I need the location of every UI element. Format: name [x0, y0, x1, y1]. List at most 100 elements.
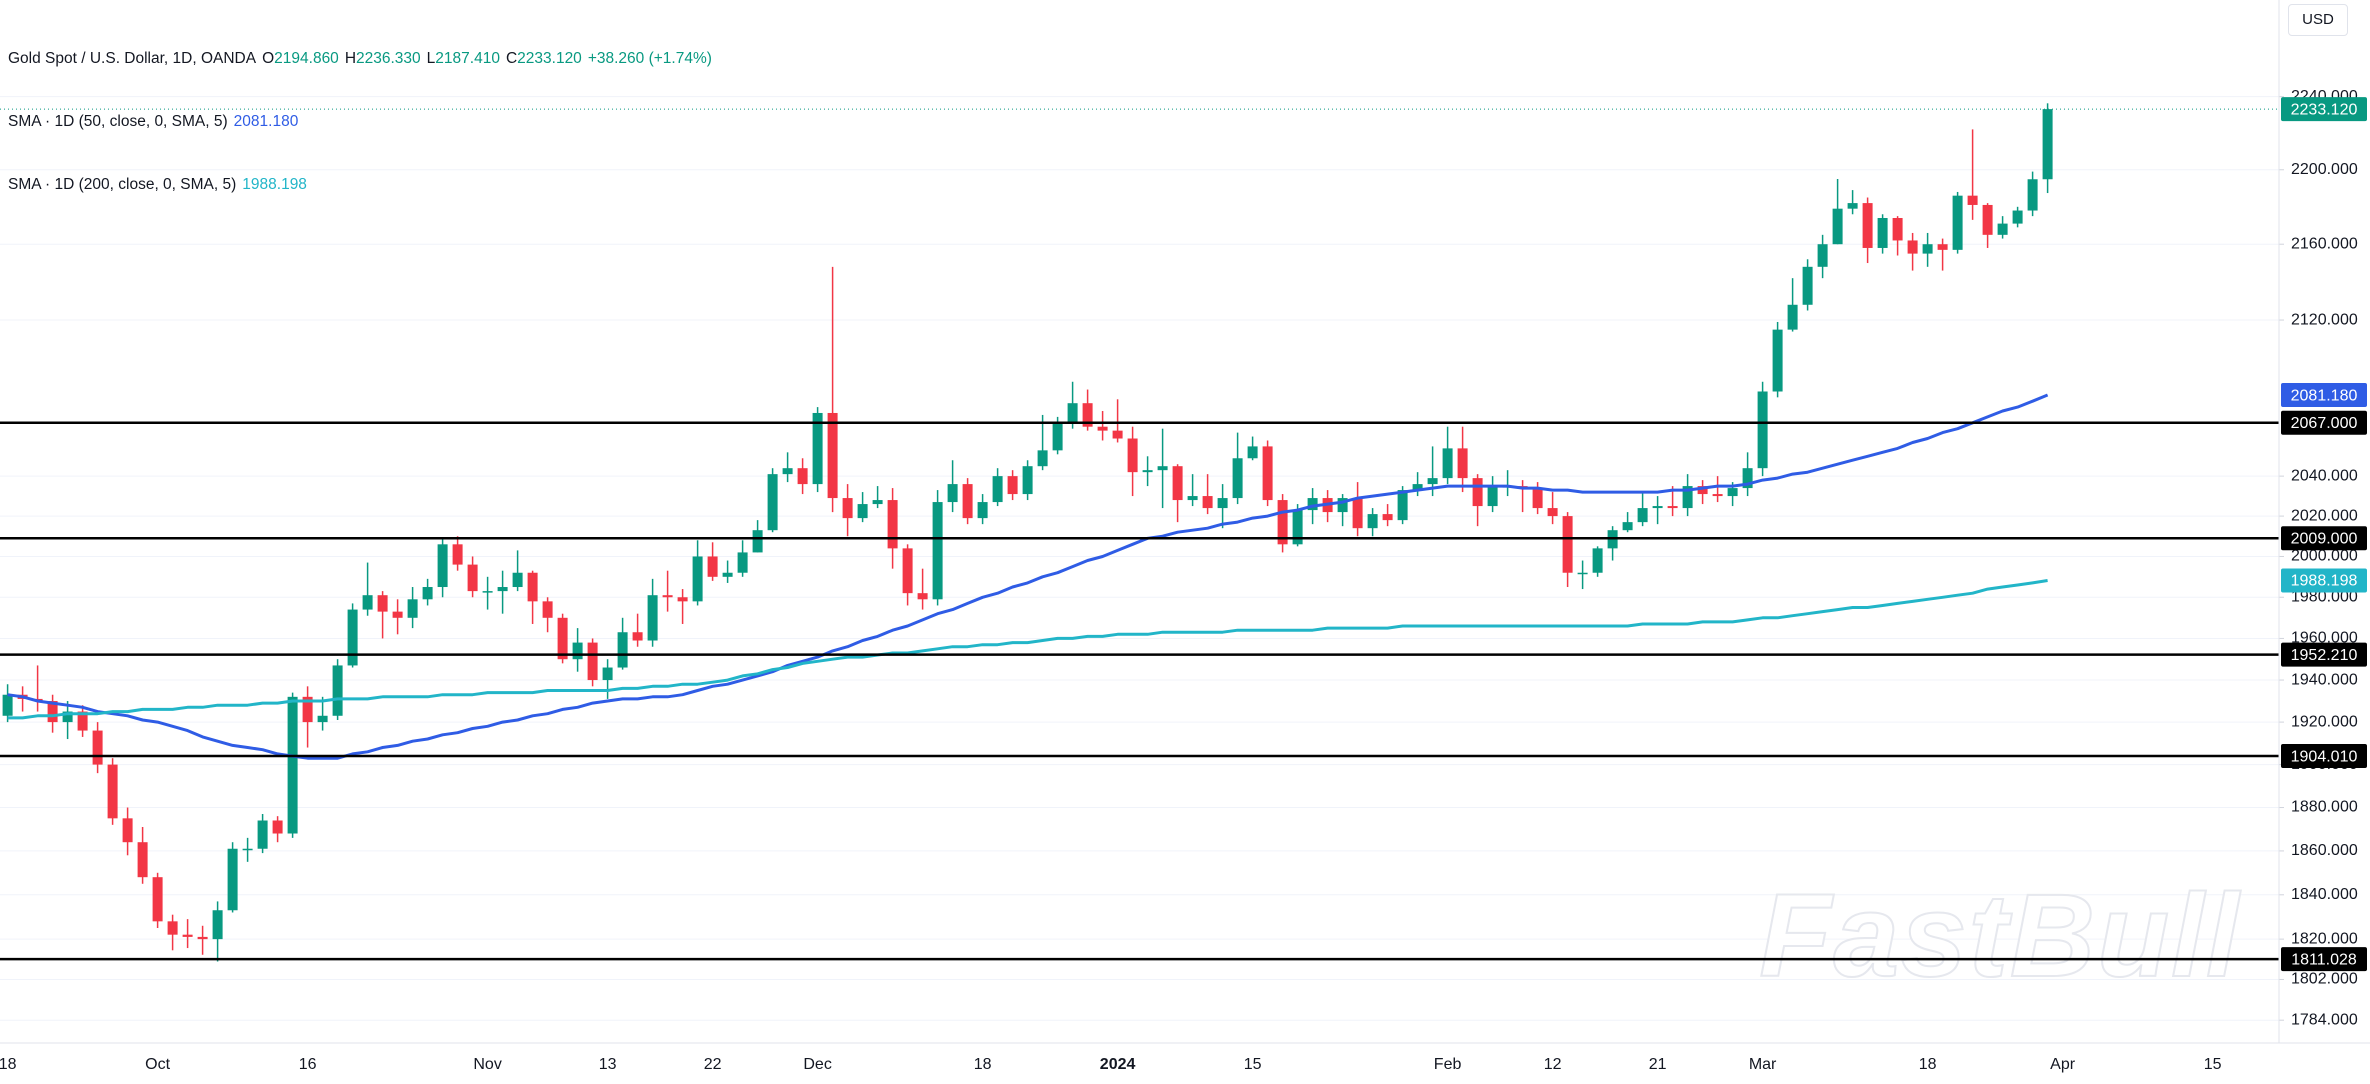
candle-body — [572, 642, 583, 660]
candle-body — [707, 556, 718, 577]
candle-body — [62, 711, 73, 723]
candle-body — [1292, 510, 1303, 545]
candle-body — [467, 564, 478, 592]
y-tick-label: 1784.000 — [2291, 1011, 2358, 1028]
x-tick-label: 18 — [1919, 1056, 1937, 1073]
candle-body — [1712, 494, 1723, 497]
candle-body — [1682, 486, 1693, 509]
candle-body — [1742, 468, 1753, 489]
sma-axis-label-bg — [2281, 383, 2367, 408]
candle-body — [1157, 466, 1168, 471]
candle-body — [647, 595, 658, 641]
y-tick-label: 2040.000 — [2291, 467, 2358, 484]
candle-body — [617, 632, 628, 668]
candle-body — [902, 548, 913, 594]
candle-body — [407, 599, 418, 618]
candle-body — [1817, 244, 1828, 267]
candle-body — [1247, 446, 1258, 459]
y-tick-label: 2200.000 — [2291, 161, 2358, 178]
y-tick-label: 1920.000 — [2291, 713, 2358, 730]
level-label: 2009.000 — [2291, 530, 2358, 547]
ohlc-key: L — [426, 50, 436, 67]
candle-body — [227, 848, 238, 911]
candle-body — [122, 818, 133, 843]
candle-body — [182, 934, 193, 937]
ohlc-key: C — [505, 50, 518, 67]
candle-body — [1442, 448, 1453, 479]
candle-body — [1037, 450, 1048, 467]
candle-body — [272, 820, 283, 834]
indicator-value: 1988.198 — [242, 176, 307, 193]
candle-body — [992, 476, 1003, 503]
level-label-bg — [2281, 526, 2367, 551]
change-text: +38.260 (+1.74%) — [587, 50, 712, 67]
price-header: Gold Spot / U.S. Dollar, 1D, OANDA O2194.… — [8, 48, 712, 69]
x-tick-label: Oct — [145, 1056, 170, 1073]
x-tick-label: 18 — [0, 1056, 17, 1073]
ohlc-key: O — [262, 50, 275, 67]
candle-body — [1907, 240, 1918, 254]
candle-body — [662, 595, 673, 598]
candle-body — [1802, 266, 1813, 305]
candle-body — [332, 665, 343, 716]
candle-body — [107, 764, 118, 819]
candle-body — [1097, 426, 1108, 431]
y-tick-label: 1820.000 — [2291, 930, 2358, 947]
candle-body — [2027, 179, 2038, 211]
candle-body — [1277, 500, 1288, 545]
y-tick-label: 2120.000 — [2291, 311, 2358, 328]
x-tick-label: Apr — [2050, 1056, 2076, 1073]
candle-body — [257, 820, 268, 849]
candle-body — [1382, 514, 1393, 521]
x-tick-label: Dec — [803, 1056, 831, 1073]
currency-button[interactable]: USD — [2288, 4, 2348, 36]
candle-body — [1397, 490, 1408, 521]
candle-body — [1637, 508, 1648, 523]
sma-axis-label-bg — [2281, 568, 2367, 593]
candle-body — [632, 632, 643, 641]
candle-body — [917, 593, 928, 600]
candle-body — [1982, 204, 1993, 235]
candle-body — [1832, 208, 1843, 245]
x-tick-label: 15 — [2204, 1056, 2222, 1073]
indicator-value: 2081.180 — [233, 113, 299, 130]
candle-body — [1562, 516, 1573, 573]
x-tick-label: Mar — [1749, 1056, 1777, 1073]
candle-body — [857, 504, 868, 519]
sma-axis-label: 2081.180 — [2291, 387, 2358, 404]
x-tick-label: 12 — [1544, 1056, 1562, 1073]
ohlc-value: 2233.120 — [517, 50, 582, 67]
candle-body — [452, 544, 463, 565]
candle-body — [557, 617, 568, 660]
last-price-label-bg — [2281, 97, 2367, 122]
candle-body — [1892, 217, 1903, 241]
candle-body — [752, 530, 763, 553]
candle-body — [482, 591, 493, 593]
legend-header: Gold Spot / U.S. Dollar, 1D, OANDA O2194.… — [8, 6, 712, 216]
y-tick-label: 1940.000 — [2291, 671, 2358, 688]
candle-body — [1217, 498, 1228, 509]
candle-body — [1142, 470, 1153, 473]
candle-body — [1787, 304, 1798, 330]
x-tick-label: 2024 — [1100, 1056, 1136, 1073]
candle-body — [317, 715, 328, 723]
candle-body — [1847, 203, 1858, 209]
ohlc-value: 2194.860 — [274, 50, 339, 67]
candle-body — [1757, 391, 1768, 469]
ohlc-value: 2187.410 — [435, 50, 500, 67]
candle-body — [212, 910, 223, 940]
candle-body — [1172, 466, 1183, 501]
candle-body — [1307, 498, 1318, 511]
candle-body — [1412, 484, 1423, 491]
candle-body — [2, 694, 13, 716]
candle-body — [587, 642, 598, 681]
candle-body — [92, 730, 103, 765]
level-label-bg — [2281, 410, 2367, 435]
candle-body — [47, 701, 58, 723]
x-tick-label: 15 — [1244, 1056, 1262, 1073]
candle-body — [1067, 403, 1078, 423]
x-tick-label: 22 — [704, 1056, 722, 1073]
candle-body — [1622, 522, 1633, 531]
candle-body — [1457, 448, 1468, 479]
candle-body — [1187, 496, 1198, 501]
